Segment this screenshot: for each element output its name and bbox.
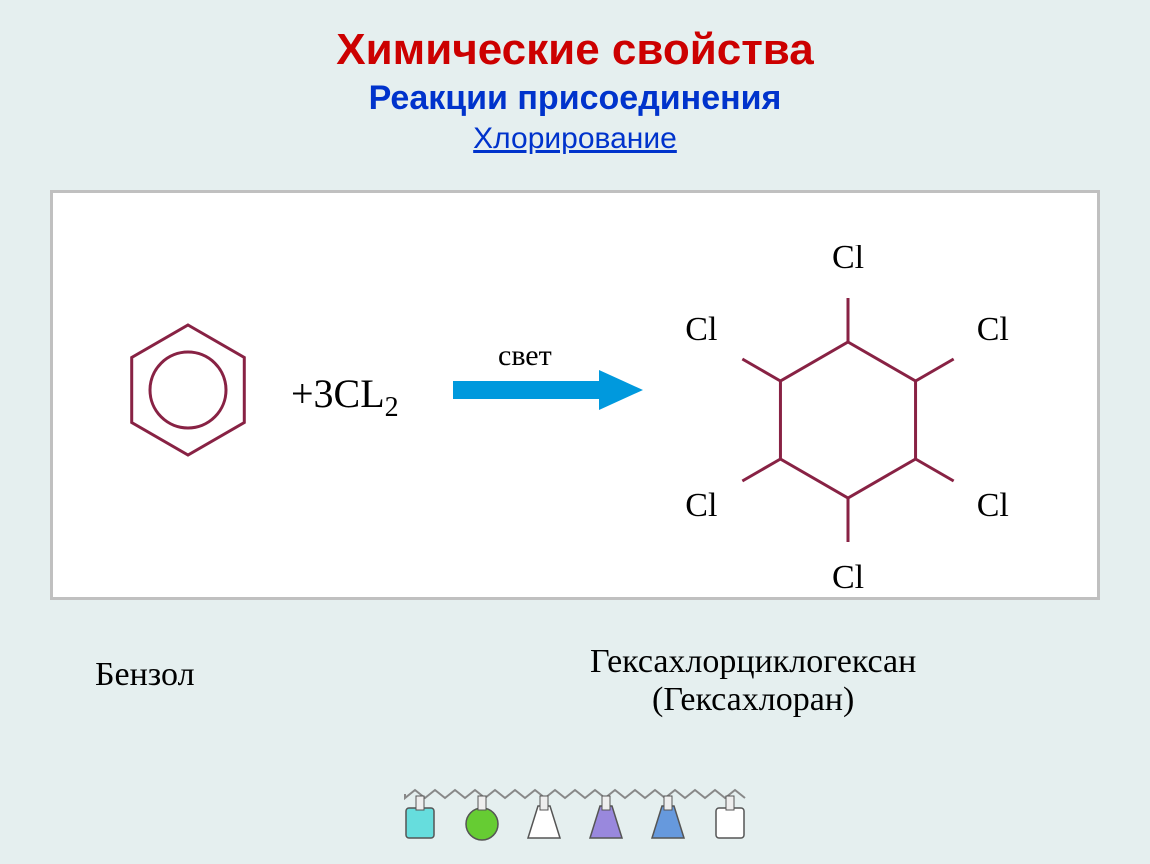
- reactant-label: Бензол: [95, 656, 195, 694]
- reaction-box: +3CL2 свет ClClClClClCl: [50, 190, 1100, 600]
- reagent-text: +3CL2: [291, 370, 399, 424]
- reaction-arrow: [453, 365, 653, 415]
- title-main: Химические свойства: [0, 0, 1150, 75]
- product-structure: Cl Cl Cl Cl Cl Cl: [673, 245, 1073, 595]
- reagent-prefix: +3CL: [291, 371, 385, 416]
- svg-text:Cl: Cl: [832, 559, 864, 595]
- title-sub2: Хлорирование: [0, 118, 1150, 156]
- reagent-subscript: 2: [385, 392, 399, 423]
- svg-text:Cl: Cl: [832, 245, 864, 276]
- svg-text:Cl: Cl: [685, 311, 717, 348]
- footer-lab-icons: [385, 766, 765, 846]
- svg-text:Cl: Cl: [685, 487, 717, 524]
- product-label-line2: (Гексахлоран): [652, 681, 854, 718]
- product-label: Гексахлорциклогексан (Гексахлоран): [590, 643, 916, 719]
- product-label-line1: Гексахлорциклогексан: [590, 643, 916, 680]
- svg-text:Cl: Cl: [977, 487, 1009, 524]
- benzene-structure: [113, 315, 263, 465]
- title-sub: Реакции присоединения: [0, 75, 1150, 118]
- reaction-content: +3CL2 свет ClClClClClCl: [83, 225, 1067, 565]
- svg-text:Cl: Cl: [977, 311, 1009, 348]
